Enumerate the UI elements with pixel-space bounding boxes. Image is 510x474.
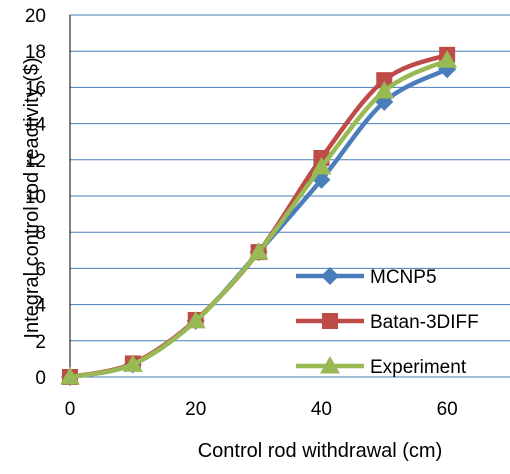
y-tick-label: 14 bbox=[25, 115, 47, 136]
legend-entry: MCNP5 bbox=[296, 267, 437, 288]
legend-marker bbox=[320, 356, 340, 374]
y-axis-title: Integral control rod reactivity ($) bbox=[21, 57, 43, 338]
gridlines bbox=[70, 14, 510, 342]
data-point bbox=[311, 157, 332, 175]
x-axis-title: Control rod withdrawal (cm) bbox=[198, 440, 443, 462]
x-tick-label: 0 bbox=[65, 399, 76, 420]
data-point bbox=[437, 50, 458, 68]
y-tick-label: 4 bbox=[35, 296, 46, 317]
legend: MCNP5 Batan-3DIFF Experiment bbox=[296, 267, 479, 378]
y-tick-label: 12 bbox=[25, 151, 46, 172]
legend-entry: Batan-3DIFF bbox=[296, 312, 479, 333]
legend-entry: Experiment bbox=[296, 356, 467, 378]
y-tick-label: 20 bbox=[25, 6, 46, 27]
y-tick-label: 16 bbox=[25, 78, 46, 99]
data-point bbox=[60, 367, 80, 385]
series-experiment bbox=[60, 50, 458, 385]
y-tick-label: 10 bbox=[25, 187, 46, 208]
y-tick-label: 18 bbox=[25, 42, 46, 63]
series-mcnp5 bbox=[61, 60, 457, 386]
x-tick-label: 20 bbox=[185, 399, 206, 420]
legend-marker bbox=[322, 313, 338, 329]
y-tick-label: 6 bbox=[35, 259, 46, 280]
x-tick-label: 40 bbox=[311, 399, 332, 420]
legend-marker bbox=[321, 267, 339, 285]
data-point bbox=[376, 72, 393, 89]
axes: 0 2 4 6 8 10 12 14 16 18 20 0 20 40 60 bbox=[25, 6, 510, 420]
legend-label: Experiment bbox=[370, 357, 467, 378]
series bbox=[60, 46, 458, 386]
data-point bbox=[374, 81, 395, 99]
y-tick-label: 0 bbox=[35, 368, 46, 389]
data-point bbox=[122, 354, 143, 372]
series-batan-3diff bbox=[62, 46, 456, 385]
legend-label: MCNP5 bbox=[370, 267, 437, 288]
legend-label: Batan-3DIFF bbox=[370, 312, 479, 333]
y-tick-label: 2 bbox=[35, 332, 46, 353]
x-tick-label: 60 bbox=[437, 399, 458, 420]
data-point bbox=[248, 242, 269, 260]
data-point bbox=[185, 310, 206, 329]
y-tick-label: 8 bbox=[35, 223, 46, 244]
